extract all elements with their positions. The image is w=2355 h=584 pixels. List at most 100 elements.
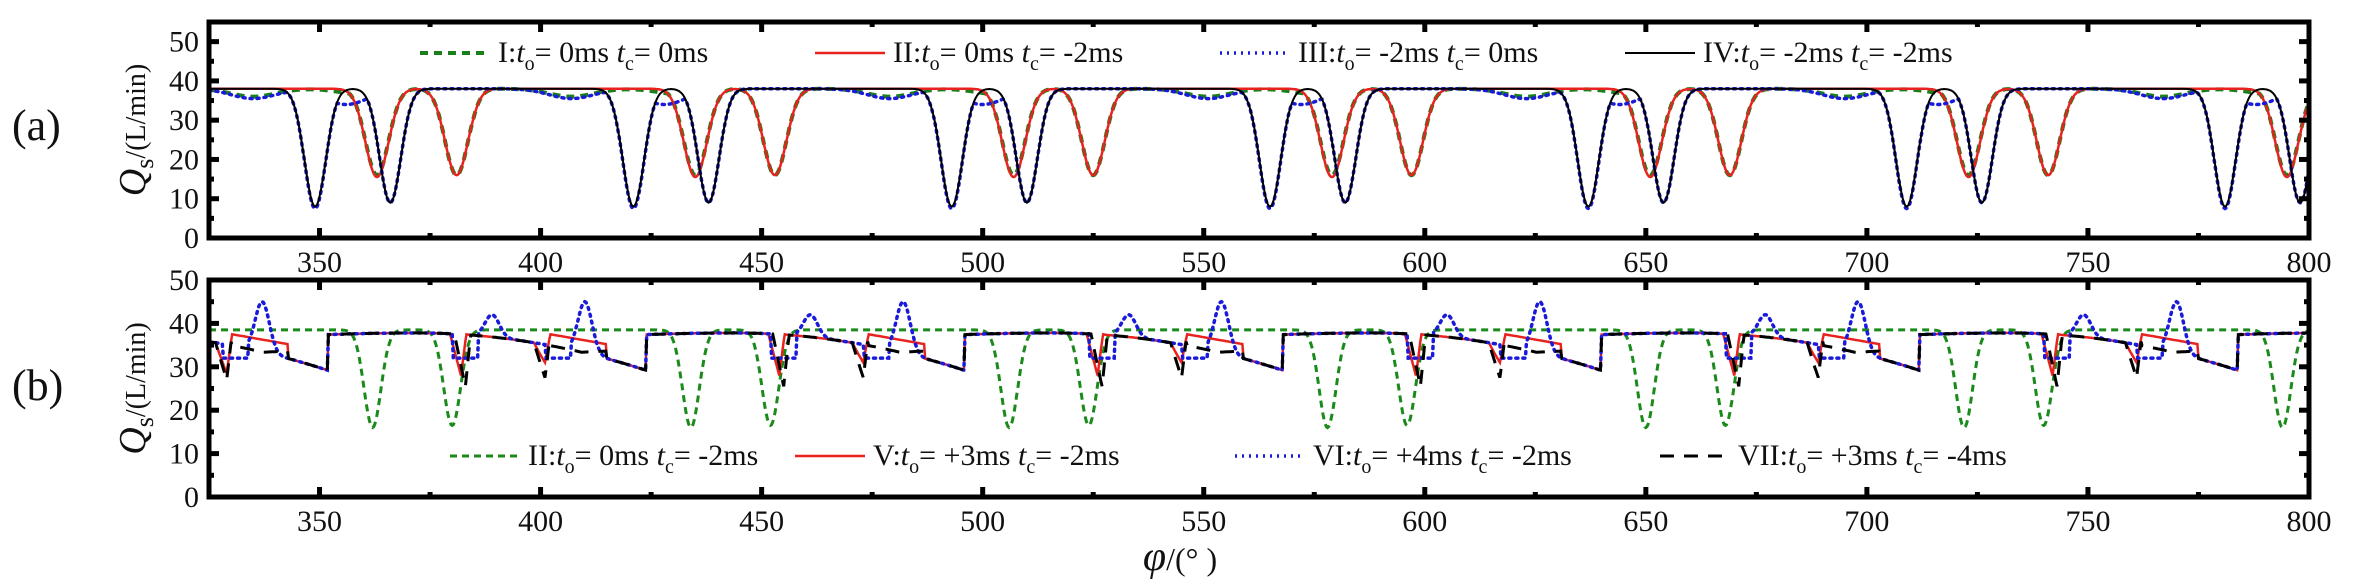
legend-prefix: III: [1298, 36, 1336, 69]
panel-label: (a) [12, 101, 61, 150]
legend-tc-value: = -4ms [1922, 439, 2006, 472]
y-axis-symbol: Q [112, 427, 154, 454]
y-tick-label: 0 [184, 222, 199, 255]
legend-tc-value: = -2ms [1039, 36, 1123, 69]
legend-to-sub: o [565, 456, 575, 478]
x-tick-label: 350 [297, 246, 342, 279]
x-tick-label: 600 [1402, 246, 1447, 279]
y-tick-label: 30 [169, 351, 199, 384]
x-tick-label: 400 [518, 505, 563, 538]
y-tick-label: 10 [169, 438, 199, 471]
x-tick-label: 650 [1623, 246, 1668, 279]
x-axis-symbol: φ [1143, 534, 1166, 580]
legend-tc-symbol: t [1447, 36, 1456, 69]
y-axis-title: Qs/(L/min) [112, 322, 159, 454]
legend-to-sub: o [909, 456, 919, 478]
legend-label: II:to= 0ms tc= -2ms [528, 439, 758, 478]
y-tick-label: 40 [169, 307, 199, 340]
legend-to-value: = -2ms [1355, 36, 1447, 69]
legend-tc-value: = -2ms [1487, 439, 1571, 472]
y-tick-label: 20 [169, 143, 199, 176]
legend-label: VII:to= +3ms tc= -4ms [1738, 439, 2007, 478]
x-axis-title: φ/(° ) [1143, 534, 1217, 580]
x-tick-label: 750 [2065, 505, 2110, 538]
legend-label: V:to= +3ms tc= -2ms [873, 439, 1120, 478]
x-tick-label: 400 [518, 246, 563, 279]
legend-prefix: VI: [1313, 439, 1353, 472]
x-tick-label: 800 [2287, 505, 2332, 538]
legend-to-sub: o [1345, 53, 1355, 75]
legend-tc-symbol: t [1905, 439, 1914, 472]
legend-to-symbol: t [1788, 439, 1797, 472]
legend-item: IV:to= -2ms tc= -2ms [1625, 36, 1953, 75]
x-tick-label: 450 [739, 246, 784, 279]
legend-tc-sub: c [665, 456, 674, 478]
y-tick-label: 30 [169, 104, 199, 137]
y-tick-label: 50 [169, 264, 199, 297]
y-axis-subscript: s [130, 417, 159, 427]
legend-to-symbol: t [556, 439, 565, 472]
legend-tc-symbol: t [657, 439, 666, 472]
y-tick-label: 0 [184, 481, 199, 514]
legend-to-symbol: t [516, 36, 525, 69]
series-line-b-ii [209, 328, 2310, 430]
y-tick-label: 40 [169, 65, 199, 98]
x-axis-unit: /(° ) [1166, 541, 1217, 577]
legend-item: II:to= 0ms tc= -2ms [815, 36, 1123, 75]
x-tick-label: 700 [1844, 505, 1889, 538]
legend-item: III:to= -2ms tc= 0ms [1220, 36, 1538, 75]
legend-item: II:to= 0ms tc= -2ms [450, 439, 758, 478]
legend-tc-sub: c [625, 53, 634, 75]
legend-tc-symbol: t [1018, 439, 1027, 472]
y-tick-label: 20 [169, 394, 199, 427]
x-tick-label: 750 [2065, 246, 2110, 279]
legend-item: VII:to= +3ms tc= -4ms [1660, 439, 2007, 478]
legend-to-value: = 0ms [575, 439, 657, 472]
series-line-b-v [208, 331, 2309, 376]
legend-tc-value: = -2ms [1035, 439, 1119, 472]
y-axis-unit: /(L/min) [121, 64, 152, 159]
legend-tc-value: = -2ms [674, 439, 758, 472]
series-line-b-vi [207, 299, 2311, 373]
panel-label: (b) [12, 361, 63, 410]
series-line-a-iv [209, 87, 2310, 208]
legend-item: I:to= 0ms tc= 0ms [420, 36, 708, 75]
legend-tc-symbol: t [617, 36, 626, 69]
legend-label: IV:to= -2ms tc= -2ms [1703, 36, 1953, 75]
legend-tc-symbol: t [1851, 36, 1860, 69]
legend-tc-value: = 0ms [634, 36, 708, 69]
legend-to-symbol: t [1336, 36, 1345, 69]
x-tick-label: 600 [1402, 505, 1447, 538]
y-axis-unit: /(L/min) [121, 322, 152, 417]
x-tick-label: 500 [960, 246, 1005, 279]
panel-a: 350 400 450 500 550 600 650 700 750 800 0 10 20 30 40 5… [12, 19, 2332, 279]
legend-to-symbol: t [1353, 439, 1362, 472]
legend-prefix: VII: [1738, 439, 1788, 472]
legend-tc-sub: c [1026, 456, 1035, 478]
legend-to-value: = -2ms [1759, 36, 1851, 69]
legend-prefix: I: [498, 36, 516, 69]
legend-tc-sub: c [1030, 53, 1039, 75]
legend-to-sub: o [930, 53, 940, 75]
legend-label: II:to= 0ms tc= -2ms [893, 36, 1123, 75]
legend-to-value: = 0ms [535, 36, 617, 69]
legend-to-value: = +3ms [919, 439, 1018, 472]
legend-to-symbol: t [921, 36, 930, 69]
y-axis-symbol: Q [112, 169, 154, 196]
y-axis-title: Qs/(L/min) [112, 64, 159, 196]
legend-tc-value: = -2ms [1868, 36, 1952, 69]
x-tick-label: 350 [297, 505, 342, 538]
legend-item: VI:to= +4ms tc= -2ms [1235, 439, 1572, 478]
legend-to-value: = +3ms [1806, 439, 1905, 472]
legend-label: VI:to= +4ms tc= -2ms [1313, 439, 1572, 478]
legend-prefix: V: [873, 439, 901, 472]
legend-to-sub: o [1361, 456, 1371, 478]
legend-to-sub: o [525, 53, 535, 75]
legend-to-value: = +4ms [1371, 439, 1470, 472]
legend-tc-value: = 0ms [1464, 36, 1538, 69]
legend-tc-sub: c [1455, 53, 1464, 75]
legend-to-symbol: t [1741, 36, 1750, 69]
legend-tc-sub: c [1859, 53, 1868, 75]
legend-prefix: IV: [1703, 36, 1741, 69]
x-tick-label: 550 [1181, 505, 1226, 538]
